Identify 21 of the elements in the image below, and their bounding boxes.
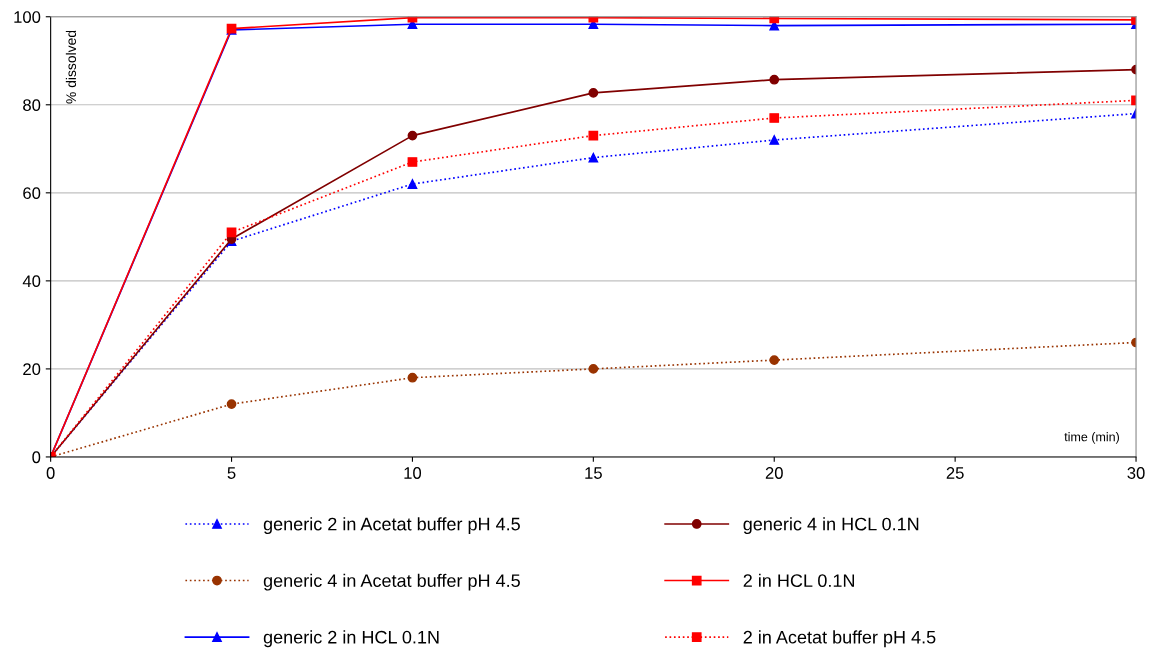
x-axis-title: time (min): [1064, 432, 1119, 444]
x-tick-label: 5: [227, 467, 236, 479]
y-tick-label: 0: [32, 451, 41, 464]
x-tick-label: 25: [946, 467, 964, 479]
x-tick-label: 20: [765, 467, 783, 479]
legend-label: 2 in Acetat buffer pH 4.5: [743, 630, 936, 648]
y-tick-label: 80: [23, 99, 41, 111]
y-tick-label: 60: [23, 187, 41, 200]
legend-label: generic 2 in Acetat buffer pH 4.5: [263, 517, 520, 535]
y-tick-label: 20: [23, 363, 41, 376]
y-tick-label: 40: [22, 275, 41, 288]
x-tick-label: 15: [585, 467, 602, 479]
x-tick-label: 0: [46, 467, 55, 479]
y-axis-title: % dissolved: [65, 30, 77, 104]
legend-label: 2 in HCL 0.1N: [743, 573, 855, 588]
legend-label: generic 4 in HCL 0.1N: [743, 517, 919, 535]
x-tick-label: 30: [1127, 467, 1145, 479]
y-tick-label: 100: [14, 11, 41, 23]
legend-label: generic 2 in HCL 0.1N: [263, 630, 439, 648]
legend-label: generic 4 in Acetat buffer pH 4.5: [263, 573, 520, 591]
x-tick-label: 10: [404, 467, 422, 479]
